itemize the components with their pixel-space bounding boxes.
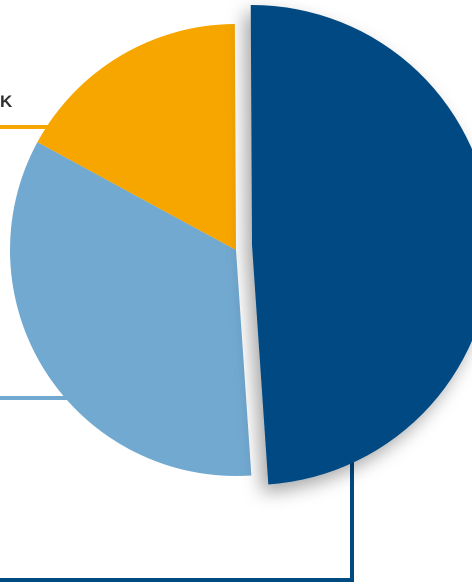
pie-slices xyxy=(10,5,472,485)
pie-slice-1 xyxy=(10,142,252,477)
slice-label-2: K xyxy=(0,92,13,111)
pie-slice-2 xyxy=(37,24,237,250)
leader-line-0 xyxy=(0,456,354,582)
pie-slice-0 xyxy=(250,5,472,485)
slice-labels: K xyxy=(0,92,13,111)
